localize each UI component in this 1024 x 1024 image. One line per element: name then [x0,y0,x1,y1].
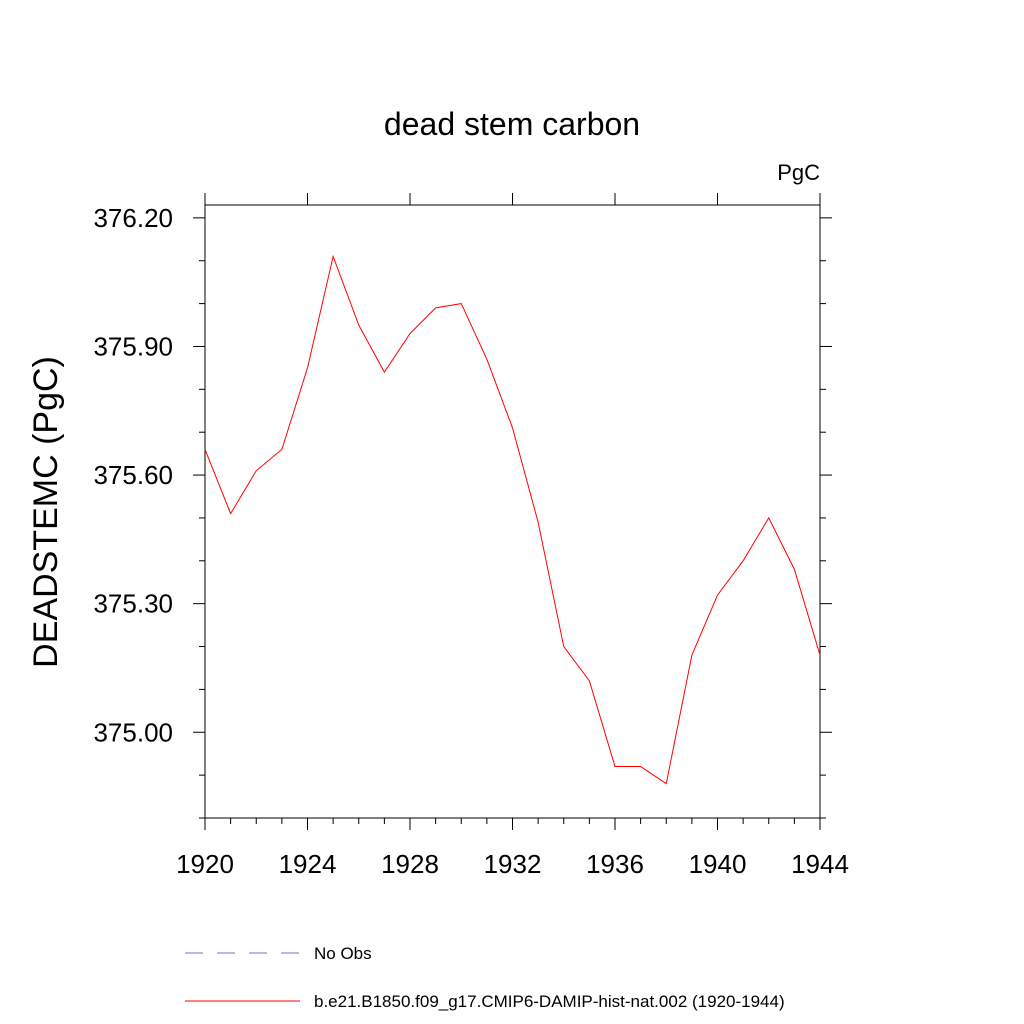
series-layer [204,254,821,785]
axis-ticks: 1920 1924 1928 1932 1936 1940 1944 375.00 375.30… [93,193,849,879]
y-axis-label: DEADSTEMC (PgC) [27,356,65,668]
y-tick-label: 375.30 [93,589,173,619]
x-tick-label: 1940 [689,849,747,879]
y-tick-label: 375.60 [93,460,173,490]
y-tick-label: 376.20 [93,203,173,233]
x-tick-label: 1928 [381,849,439,879]
chart-title: dead stem carbon [384,106,640,142]
x-tick-label: 1920 [176,849,234,879]
x-tick-label: 1932 [484,849,542,879]
legend: No Obs b.e21.B1850.f09_g17.CMIP6-DAMIP-h… [185,944,785,1011]
legend-label-no-obs: No Obs [314,944,372,963]
y-tick-label: 375.00 [93,717,173,747]
x-tick-label: 1936 [586,849,644,879]
y-tick-label: 375.90 [93,331,173,361]
units-label: PgC [777,160,820,185]
x-tick-label: 1924 [279,849,337,879]
plot-frame [204,204,821,819]
series-line [204,254,821,785]
legend-label-model-run: b.e21.B1850.f09_g17.CMIP6-DAMIP-hist-nat… [314,992,785,1011]
x-tick-label: 1944 [791,849,849,879]
